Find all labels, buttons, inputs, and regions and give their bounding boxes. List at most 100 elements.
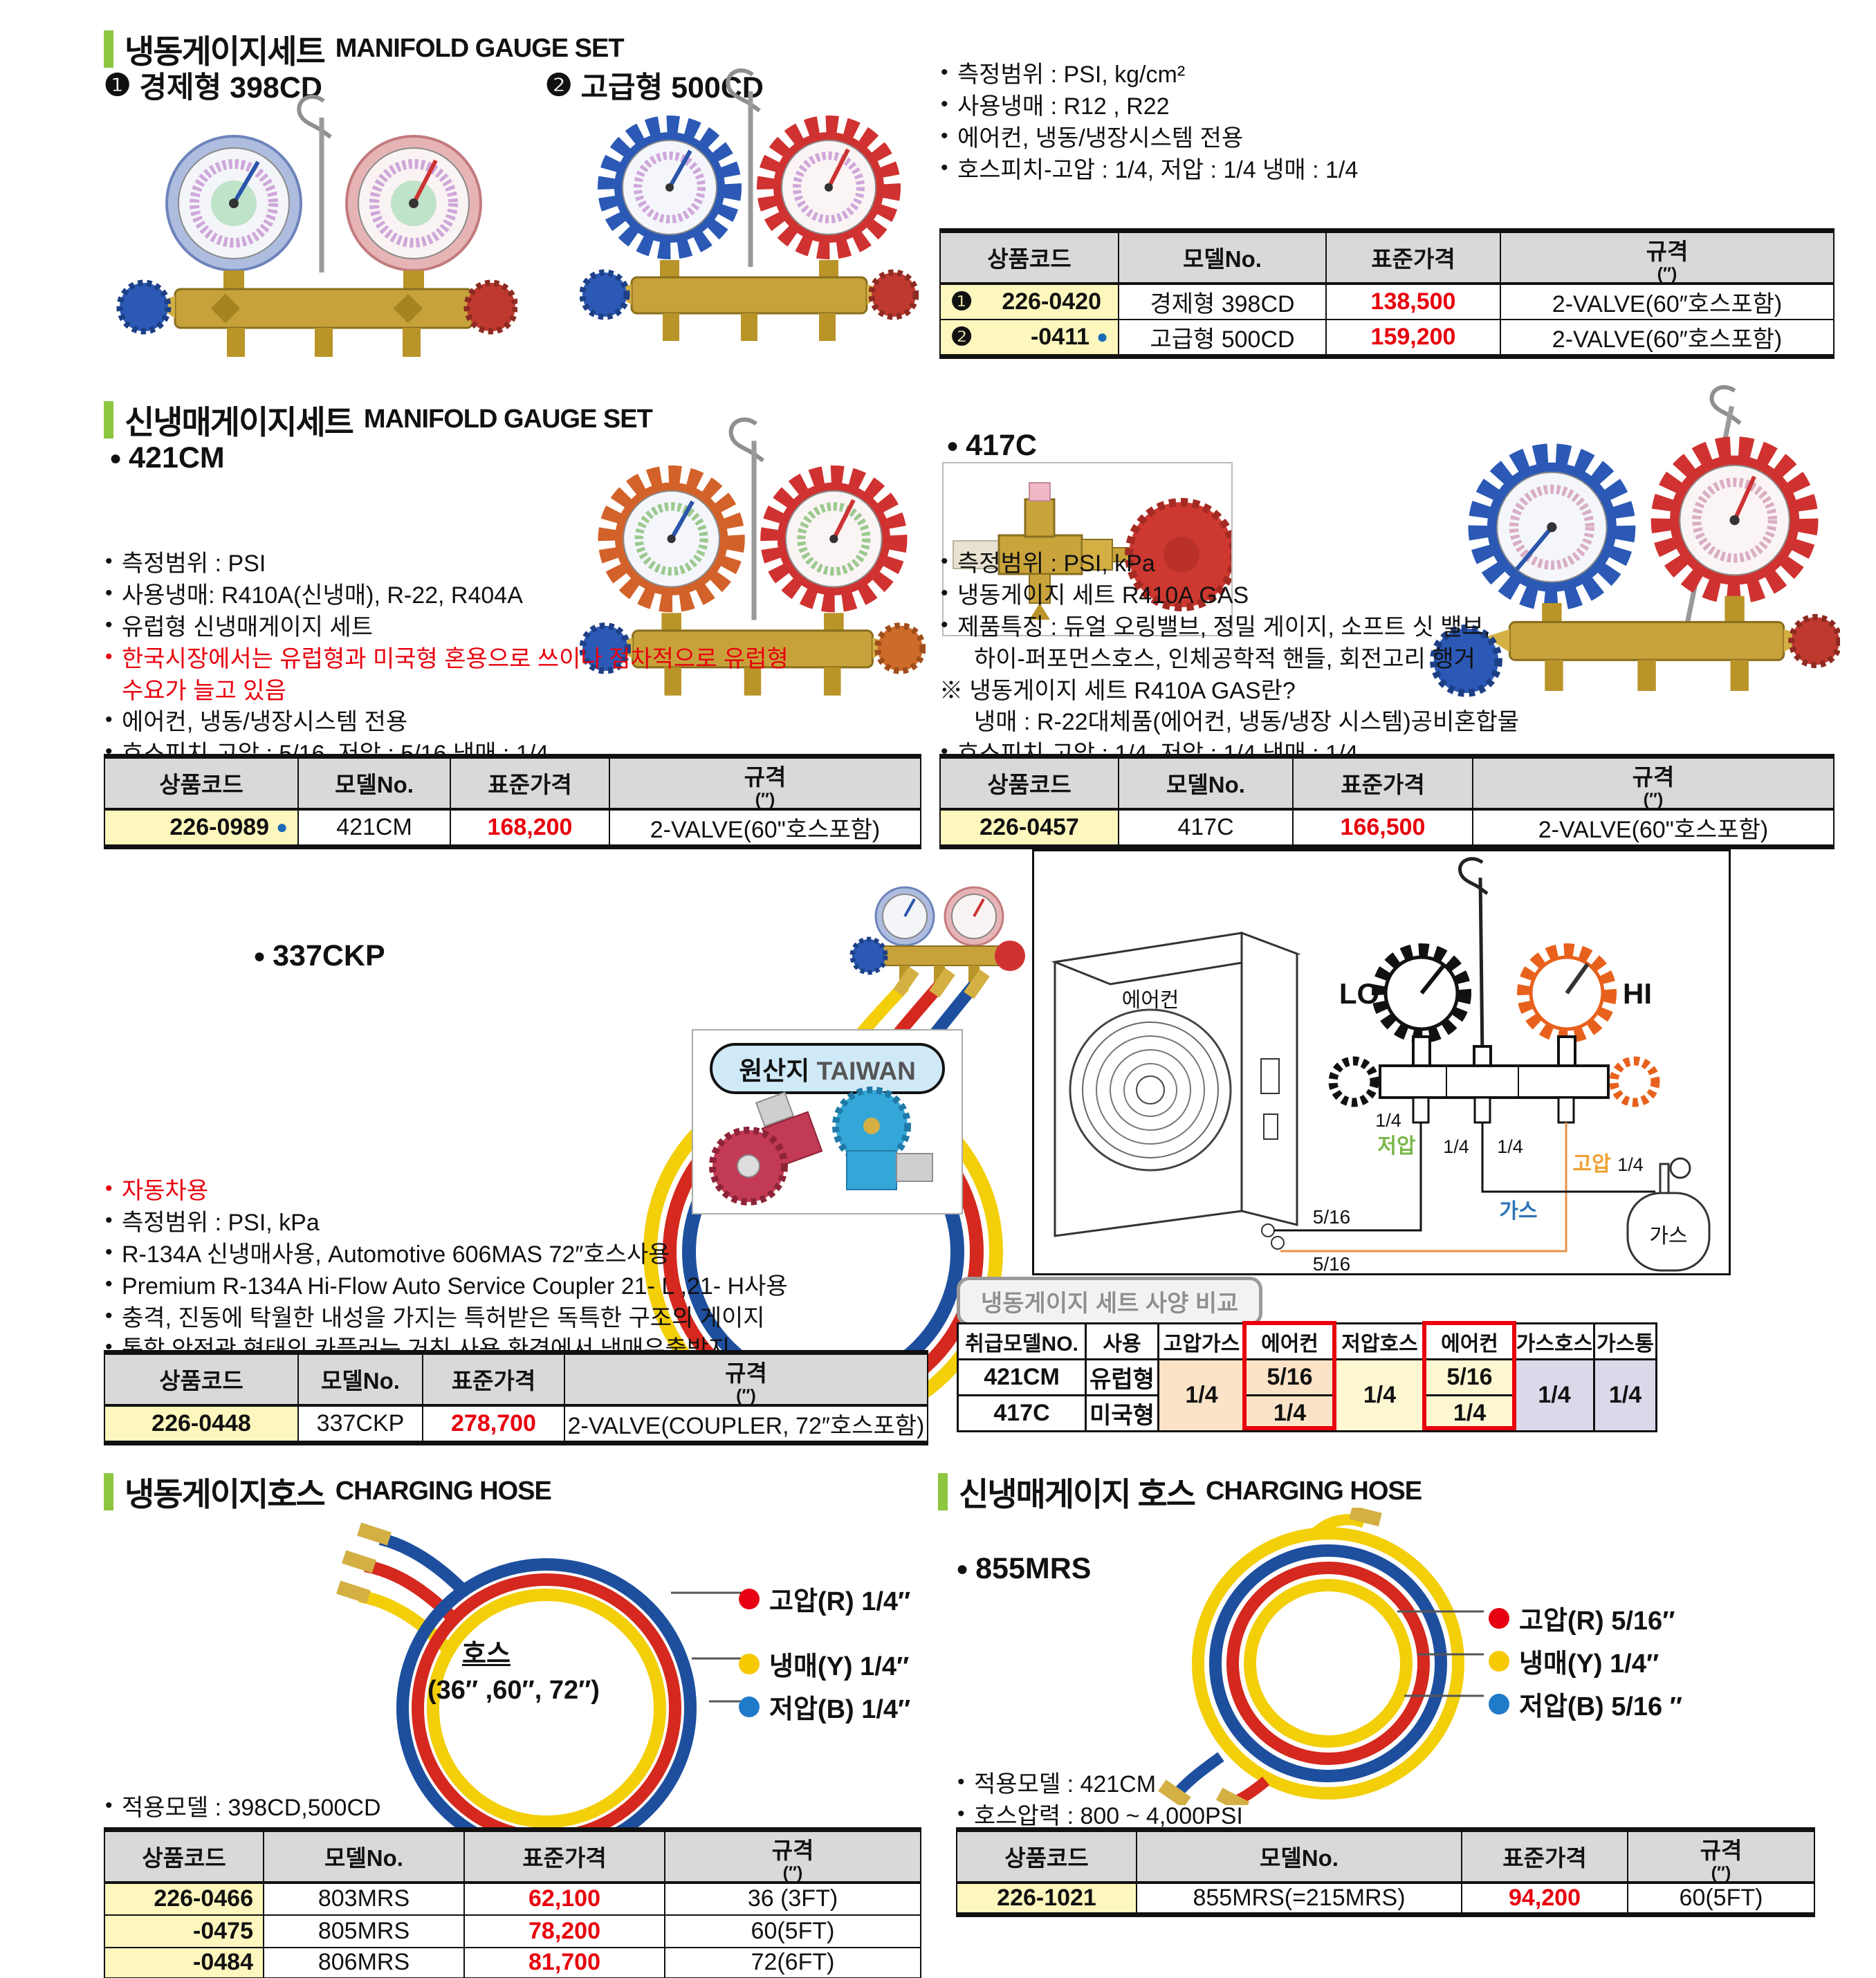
hose-coil-illustration-right: [1158, 1508, 1484, 1805]
svg-text:1/4: 1/4: [1497, 1136, 1523, 1157]
green-bar-icon: [938, 1472, 948, 1510]
model-label-855mrs: ● 855MRS: [956, 1552, 1092, 1585]
yellow-dot-icon: [1489, 1650, 1509, 1672]
circled-2-icon: ❷: [545, 68, 573, 102]
table-row: ❶ 226-0420 경제형 398CD 138,500 2-VALVE(60″호…: [939, 282, 1834, 320]
bullet-dot-icon: ●: [109, 446, 122, 470]
bullet-item: 호스압력 : 800 ~ 4,000PSI: [956, 1800, 1243, 1833]
spec-bullets-417c: 측정범위 : PSI, kPa 냉동게이지 세트 R410A GAS 제품특징 …: [939, 548, 1519, 770]
hose-label-low: 저압(B) 1/4″: [739, 1688, 910, 1726]
svg-text:고압: 고압: [1572, 1153, 1611, 1176]
circled-2-icon: ❷: [950, 322, 973, 351]
svg-text:1/4: 1/4: [1375, 1110, 1401, 1131]
svg-text:5/16: 5/16: [1313, 1206, 1351, 1228]
bullet-item-red: 한국시장에서는 유럽형과 미국형 혼용으로 쓰이나 점차적으로 유럽형: [104, 643, 789, 676]
col-header-lowhose: 저압호스: [1334, 1322, 1426, 1360]
col-header-aircon1: 에어컨: [1244, 1322, 1336, 1360]
svg-text:가스: 가스: [1649, 1225, 1687, 1248]
bullet-item: 사용냉매 : R12 , R22: [939, 91, 1358, 123]
hose-label-high: 고압(R) 1/4″: [739, 1580, 910, 1618]
bullet-item: 적용모델 : 398CD,500CD: [104, 1792, 381, 1824]
col-header-highgas: 고압가스: [1157, 1322, 1246, 1360]
bullet-item: 측정범위 : PSI, kPa: [939, 548, 1519, 580]
product-label-398cd: ❶ 경제형 398CD: [104, 68, 322, 105]
table-row: 421CM 유럽형 1/4 5/16 1/4 5/16 1/4 1/4: [957, 1358, 1657, 1432]
bullet-dot-icon: ●: [253, 944, 266, 968]
table-row: 226-0448 337CKP 278,700 2-VALVE(COUPLER,…: [104, 1404, 928, 1445]
green-bar-icon: [104, 400, 113, 438]
bullet-item: 측정범위 : PSI, kg/cm²: [939, 59, 1358, 91]
section-title-en: MANIFOLD GAUGE SET: [335, 34, 625, 63]
blue-dot-icon: ●: [276, 816, 288, 838]
col-header-model: 모델No.: [1118, 228, 1327, 285]
table-row: ❷ -0411 ● 고급형 500CD 159,200 2-VALVE(60″호스포…: [939, 318, 1834, 359]
svg-text:LO: LO: [1339, 977, 1379, 1010]
section-header-charging-hose-2: 신냉매게이지 호스 CHARGING HOSE: [938, 1468, 1422, 1515]
section-header-manifold-gauge-set-2: 신냉매게이지세트 MANIFOLD GAUGE SET: [104, 396, 653, 443]
svg-text:1/4: 1/4: [1443, 1136, 1469, 1157]
yellow-dot-icon: [739, 1653, 760, 1674]
spec-bullets-421cm: 측정범위 : PSI 사용냉매: R410A(신냉매), R-22, R404A…: [104, 548, 789, 770]
price-table-337ckp: 상품코드 모델No. 표준가격 규격 (″) 226-0448 337CKP 27…: [104, 1350, 928, 1445]
price-table-855mrs: 상품코드 모델No. 표준가격 규격 (″) 226-1021 855MRS(=2…: [956, 1827, 1815, 1917]
price-table-hoses-left: 상품코드 모델No. 표준가격 규격 (″) 226-0466 803MRS 62…: [104, 1827, 921, 1978]
col-header-gastank: 가스통: [1593, 1322, 1657, 1360]
svg-text:1/4: 1/4: [1617, 1154, 1644, 1175]
model-label-421cm: ● 421CM: [109, 441, 225, 474]
bullet-item: ※ 냉동게이지 세트 R410A GAS란?: [939, 677, 1296, 704]
bullet-item: 사용냉매: R410A(신냉매), R-22, R404A: [104, 580, 789, 612]
spec-bullets-855mrs: 적용모델 : 421CM 호스압력 : 800 ~ 4,000PSI: [956, 1768, 1243, 1833]
compare-table: 취급모델NO. 사용 고압가스 에어컨 저압호스 에어컨 가스호스 가스통 42…: [957, 1322, 1657, 1432]
section-header-charging-hose-1: 냉동게이지호스 CHARGING HOSE: [104, 1468, 552, 1515]
bullet-item: 호스피치-고압 : 1/4, 저압 : 1/4 냉매 : 1/4: [939, 154, 1358, 187]
col-header-code: 상품코드: [939, 228, 1119, 285]
svg-text:에어컨: 에어컨: [1122, 989, 1179, 1012]
col-header-spec: 규격 (″): [1500, 228, 1834, 285]
compare-table-title: 냉동게이지 세트 사양 비교: [957, 1277, 1263, 1326]
bullet-item: 측정범위 : PSI: [104, 548, 789, 580]
red-dot-icon: [739, 1588, 760, 1609]
bullet-item-red: 수요가 늘고 있음: [122, 677, 286, 704]
hose-coil-illustration-left: [336, 1522, 747, 1854]
bullet-item: Premium R-134A Hi-Flow Auto Service Coup…: [104, 1270, 788, 1303]
gauge-set-417c-illustration: [1430, 385, 1840, 697]
blue-dot-icon: [739, 1696, 760, 1717]
applicable-model-left: 적용모델 : 398CD,500CD: [104, 1792, 381, 1824]
product-label-500cd: ❷ 고급형 500CD: [545, 68, 764, 105]
col-header-price: 표준가격: [1325, 228, 1501, 285]
svg-text:가스: 가스: [1499, 1200, 1537, 1223]
col-header-aircon2: 에어컨: [1424, 1322, 1516, 1360]
red-dot-icon: [1489, 1607, 1509, 1629]
hookup-diagram: 에어컨 LO HI: [1032, 849, 1731, 1275]
section-header-manifold-gauge-set-1: 냉동게이지세트 MANIFOLD GAUGE SET: [104, 25, 625, 73]
origin-badge: 원산지 TAIWAN: [710, 1043, 945, 1094]
svg-text:5/16: 5/16: [1313, 1253, 1351, 1273]
section-title-ko: 냉동게이지세트: [125, 33, 326, 70]
table-row: 226-0989 ● 421CM 168,200 2-VALVE(60"호스포함): [104, 808, 921, 849]
bullet-item-red: 자동차용: [104, 1175, 788, 1208]
price-table-421cm: 상품코드 모델No. 표준가격 규격 (″) 226-0989 ● 421CM 16…: [104, 754, 921, 849]
bullet-item: 유럽형 신냉매게이지 세트: [104, 611, 789, 644]
blue-dot-icon: [1489, 1693, 1509, 1714]
bullet-item: 충격, 진동에 탁월한 내성을 가지는 특허받은 독특한 구조의 게이지: [104, 1302, 788, 1335]
bullet-item: 에어컨, 냉동/냉장시스템 전용: [939, 122, 1358, 155]
svg-text:저압: 저압: [1377, 1135, 1416, 1158]
blue-dot-icon: ●: [1096, 326, 1108, 347]
bullet-item: R-134A 신냉매사용, Automotive 606MAS 72″호스사용: [104, 1239, 788, 1271]
bullet-item: 측정범위 : PSI, kPa: [104, 1207, 788, 1239]
green-bar-icon: [104, 30, 113, 68]
hose-label-high: 고압(R) 5/16″: [1489, 1599, 1675, 1637]
col-header-usage: 사용: [1085, 1322, 1159, 1360]
bullet-dot-icon: ●: [956, 1557, 969, 1580]
model-label-337ckp: ● 337CKP: [253, 939, 385, 972]
bullet-item: 냉매 : R-22대체품(에어컨, 냉동/냉장 시스템)공비혼합물: [974, 709, 1520, 736]
hose-label-low: 저압(B) 5/16 ″: [1489, 1685, 1682, 1723]
green-bar-icon: [104, 1472, 113, 1510]
bullet-dot-icon: ●: [946, 434, 959, 457]
bullet-item: 냉동게이지 세트 R410A GAS: [939, 580, 1519, 612]
col-header-handled-model: 취급모델NO.: [957, 1322, 1087, 1360]
bullet-item: 적용모델 : 421CM: [956, 1768, 1243, 1801]
gauge-set-500cd-illustration: [580, 68, 919, 341]
svg-text:HI: HI: [1623, 977, 1652, 1010]
